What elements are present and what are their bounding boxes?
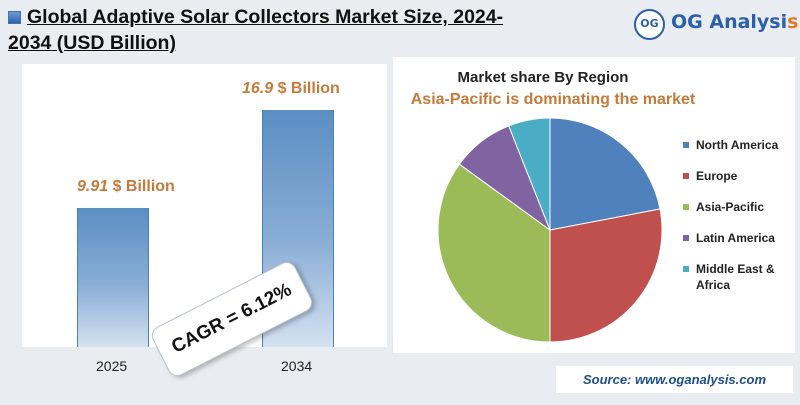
legend-label-europe: Europe xyxy=(696,169,738,183)
legend-item-middle-east-africa: Middle East & Africa xyxy=(680,261,792,293)
pie-slice-middle-east-africa xyxy=(508,117,551,231)
pie-slice-asia-pacific xyxy=(437,163,551,343)
source-note: Source: www.oganalysis.com xyxy=(556,366,793,393)
logo-name-accent: s xyxy=(787,11,799,33)
page-title: Global Adaptive Solar Collectors Market … xyxy=(8,4,528,56)
legend-label-north-america: North America xyxy=(696,138,779,152)
bar-value-label-2025: 9.91 $ Billion xyxy=(77,178,175,196)
logo-name: OG Analysi xyxy=(671,11,788,33)
legend-swatch-middle-east-africa xyxy=(683,266,689,272)
x-tick-2034: 2034 xyxy=(281,358,313,374)
pie-chart-panel: Market share By Region Asia-Pacific is d… xyxy=(393,57,795,353)
legend-item-europe: Europe xyxy=(680,168,792,184)
logo-wordmark: OG Analysis xyxy=(671,11,798,33)
value-number-2025: 9.91 xyxy=(77,178,109,196)
pie-legend: North America Europe Asia-Pacific Latin … xyxy=(680,137,792,293)
value-unit-2025: $ Billion xyxy=(108,178,175,196)
legend-item-asia-pacific: Asia-Pacific xyxy=(680,199,792,215)
value-number-2034: 16.9 xyxy=(242,80,274,98)
legend-swatch-north-america xyxy=(683,142,689,148)
pie-chart xyxy=(437,117,663,343)
pie-slice-europe xyxy=(549,208,663,343)
bar-2025 xyxy=(77,208,149,347)
og-analysis-logo: OG OG Analysis xyxy=(634,8,798,42)
title-text-1: Global Adaptive Solar Collectors Market … xyxy=(27,6,504,28)
bar-value-label-2034: 16.9 $ Billion xyxy=(242,80,340,98)
legend-item-latin-america: Latin America xyxy=(680,230,792,246)
chart-bullet-icon xyxy=(8,11,21,24)
pie-subtitle: Asia-Pacific is dominating the market xyxy=(410,91,696,108)
legend-item-north-america: North America xyxy=(680,137,792,153)
title-line-1: Global Adaptive Solar Collectors Market … xyxy=(8,4,528,30)
bar-chart-panel: 9.91 $ Billion 16.9 $ Billion CAGR = 6.1… xyxy=(22,64,387,380)
title-line-2: 2034 (USD Billion) xyxy=(8,32,176,54)
pie-title: Market share By Region xyxy=(457,69,629,86)
legend-label-asia-pacific: Asia-Pacific xyxy=(696,200,765,214)
legend-swatch-asia-pacific xyxy=(683,204,689,210)
x-tick-2025: 2025 xyxy=(96,358,128,374)
pie-slice-north-america xyxy=(549,117,661,231)
legend-swatch-latin-america xyxy=(683,235,689,241)
legend-label-middle-east-africa: Middle East & Africa xyxy=(696,262,775,292)
legend-swatch-europe xyxy=(683,173,689,179)
og-logo-icon: OG xyxy=(634,9,665,40)
legend-label-latin-america: Latin America xyxy=(696,231,775,245)
value-unit-2034: $ Billion xyxy=(273,80,340,98)
